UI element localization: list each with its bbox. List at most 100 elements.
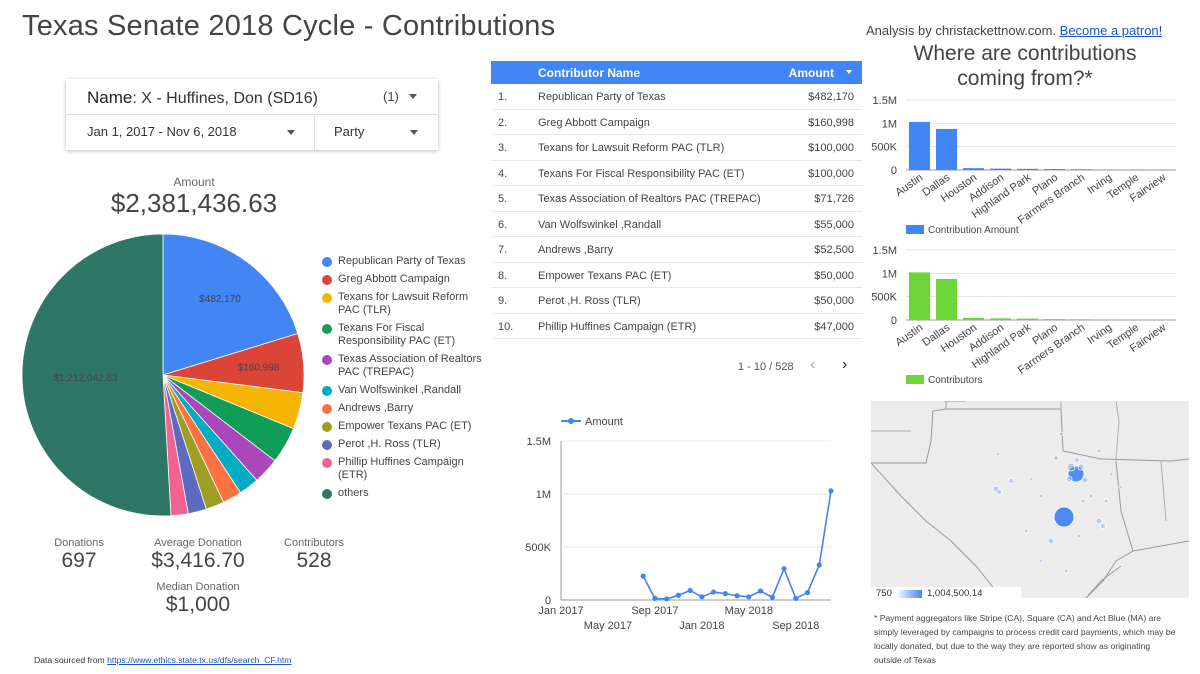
- name-dropdown-icon[interactable]: [409, 94, 417, 99]
- table-row[interactable]: 4. Texans For Fiscal Responsibility PAC (…: [491, 161, 862, 186]
- source-link[interactable]: https://www.ethics.state.tx.us/dfs/searc…: [107, 655, 292, 665]
- map-bubble[interactable]: [1103, 498, 1109, 504]
- table-row[interactable]: 3. Texans for Lawsuit Reform PAC (TLR) $10…: [491, 135, 862, 161]
- pie-legend-item[interactable]: Perot ,H. Ross (TLR): [322, 438, 492, 451]
- date-range-filter[interactable]: Jan 1, 2017 - Nov 6, 2018: [87, 124, 237, 139]
- pie-legend-item[interactable]: Phillip Huffines Campaign (ETR): [322, 456, 492, 482]
- map-bubble[interactable]: [1077, 463, 1085, 471]
- data-point[interactable]: [746, 594, 752, 600]
- data-point[interactable]: [828, 488, 834, 494]
- table-row[interactable]: 5. Texas Association of Realtors PAC (TRE…: [491, 186, 862, 212]
- bar[interactable]: [908, 121, 931, 170]
- pie-legend-item[interactable]: Republican Party of Texas: [322, 255, 492, 268]
- pie-legend-item[interactable]: others: [322, 487, 492, 500]
- bar[interactable]: [1016, 318, 1039, 320]
- pie-legend-item[interactable]: Texans For Fiscal Responsibility PAC (ET…: [322, 322, 492, 348]
- bar[interactable]: [1043, 319, 1066, 320]
- map-bubble[interactable]: [1038, 558, 1044, 564]
- map-bubble[interactable]: [1080, 498, 1086, 504]
- map-bubble[interactable]: [1063, 568, 1069, 574]
- map-bubble[interactable]: [1108, 471, 1114, 477]
- data-point[interactable]: [664, 596, 670, 602]
- data-point[interactable]: [699, 594, 705, 600]
- table-row[interactable]: 6. Van Wolfswinkel ,Randall $55,000: [491, 212, 862, 237]
- prev-page-button[interactable]: ‹: [810, 356, 816, 373]
- amount-value: $2,381,436.63: [110, 188, 278, 218]
- data-point[interactable]: [687, 587, 693, 594]
- map-bubble[interactable]: [995, 451, 1001, 457]
- col-header-amount[interactable]: Amount: [788, 66, 834, 80]
- bar[interactable]: [1043, 169, 1066, 170]
- state-border: [1115, 401, 1120, 460]
- bar[interactable]: [1097, 319, 1120, 320]
- data-point[interactable]: [781, 566, 787, 572]
- map-bubble[interactable]: [1066, 462, 1076, 472]
- map-bubble[interactable]: [1008, 478, 1014, 484]
- data-point[interactable]: [711, 589, 717, 595]
- map-bubble-austin[interactable]: [1053, 506, 1075, 528]
- data-point[interactable]: [734, 593, 740, 599]
- data-point[interactable]: [757, 588, 764, 594]
- sort-desc-icon[interactable]: [846, 70, 852, 74]
- map-bubble[interactable]: [1065, 475, 1073, 483]
- map-bubble[interactable]: [996, 489, 1002, 495]
- bar[interactable]: [989, 318, 1012, 320]
- pie-legend-item[interactable]: Empower Texans PAC (ET): [322, 420, 492, 433]
- pie-slice[interactable]: [162, 233, 299, 376]
- map-bubble-houston[interactable]: [1095, 517, 1103, 525]
- pie-legend-item[interactable]: Greg Abbott Campaign: [322, 273, 492, 286]
- patron-link[interactable]: Become a patron!: [1059, 23, 1163, 38]
- table-row[interactable]: 10. Phillip Huffines Campaign (ETR) $47,00…: [491, 314, 862, 339]
- bar[interactable]: [989, 168, 1012, 170]
- bar[interactable]: [935, 128, 958, 170]
- map-bubble[interactable]: [992, 485, 1000, 493]
- contribution-map[interactable]: [871, 401, 1189, 598]
- next-page-button[interactable]: ›: [842, 356, 848, 373]
- table-row[interactable]: 8. Empower Texans PAC (ET) $50,000: [491, 263, 862, 288]
- name-filter[interactable]: Name: X - Huffines, Don (SD16): [87, 88, 318, 108]
- map-bubble[interactable]: [1088, 493, 1094, 499]
- map-bubble[interactable]: [1058, 431, 1064, 437]
- data-point[interactable]: [769, 594, 775, 600]
- map-bubble[interactable]: [1023, 528, 1029, 534]
- table-row[interactable]: 2. Greg Abbott Campaign $160,998: [491, 110, 862, 135]
- data-point[interactable]: [804, 589, 811, 596]
- party-filter[interactable]: Party: [334, 124, 365, 139]
- map-bubble[interactable]: [1074, 457, 1080, 463]
- party-dropdown-icon[interactable]: [410, 130, 418, 135]
- bar[interactable]: [1016, 168, 1039, 170]
- avg-donation-label: Average Donation: [154, 537, 242, 549]
- map-bubble[interactable]: [1053, 455, 1059, 461]
- date-dropdown-icon[interactable]: [287, 130, 295, 135]
- data-point[interactable]: [652, 595, 658, 602]
- bar[interactable]: [908, 272, 931, 320]
- map-bubble[interactable]: [1118, 484, 1124, 490]
- map-bubble-san-antonio[interactable]: [1047, 537, 1055, 545]
- data-point[interactable]: [793, 595, 799, 602]
- map-bubble[interactable]: [1038, 493, 1044, 499]
- bar[interactable]: [935, 278, 958, 320]
- table-row[interactable]: 7. Andrews ,Barry $52,500: [491, 237, 862, 263]
- map-bubble[interactable]: [1028, 476, 1034, 482]
- pie-legend-item[interactable]: Texas Association of Realtors PAC (TREPA…: [322, 353, 492, 379]
- where-title-line2: coming from?*: [957, 67, 1093, 90]
- data-point[interactable]: [640, 573, 646, 579]
- pie-legend-item[interactable]: Andrews ,Barry: [322, 402, 492, 415]
- map-bubble[interactable]: [1076, 533, 1082, 539]
- bar[interactable]: [1070, 169, 1093, 170]
- bar[interactable]: [962, 317, 985, 320]
- col-header-name[interactable]: Contributor Name: [538, 66, 640, 80]
- data-point[interactable]: [722, 591, 728, 597]
- data-point[interactable]: [675, 592, 681, 598]
- table-row[interactable]: 9. Perot ,H. Ross (TLR) $50,000: [491, 288, 862, 314]
- bar[interactable]: [962, 168, 985, 170]
- bar[interactable]: [1070, 319, 1093, 320]
- map-bubble[interactable]: [1100, 523, 1106, 529]
- map-bubble[interactable]: [1096, 448, 1102, 454]
- data-point[interactable]: [816, 562, 822, 568]
- pie-legend-item[interactable]: Texans for Lawsuit Reform PAC (TLR): [322, 291, 492, 317]
- table-row[interactable]: 1. Republican Party of Texas $482,170: [491, 84, 862, 110]
- pie-legend-item[interactable]: Van Wolfswinkel ,Randall: [322, 384, 492, 397]
- map-bubble[interactable]: [1081, 476, 1089, 484]
- pie-slice[interactable]: [21, 233, 172, 517]
